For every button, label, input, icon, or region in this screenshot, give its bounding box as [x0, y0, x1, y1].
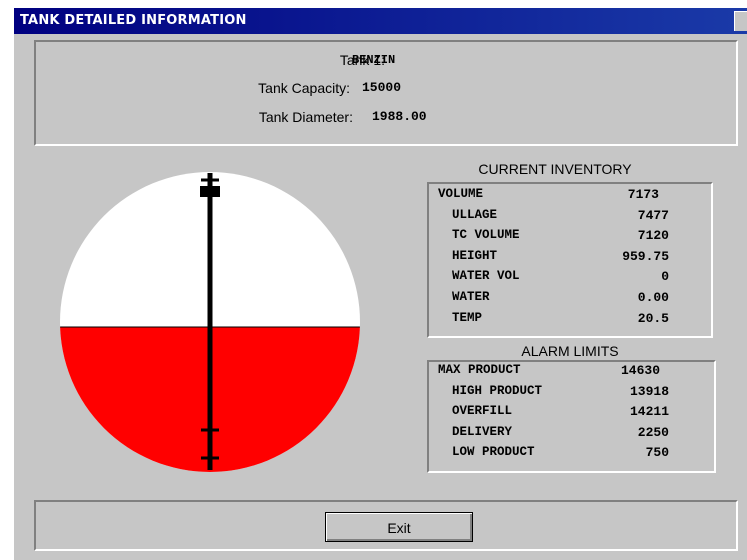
- capacity-value: 15000: [362, 80, 401, 95]
- window-title: TANK DETAILED INFORMATION: [20, 13, 247, 28]
- row-value: 7173: [559, 187, 659, 202]
- tank-graphic: [50, 160, 380, 490]
- product-level: [50, 327, 380, 490]
- inventory-title: CURRENT INVENTORY: [425, 161, 685, 177]
- capacity-label: Tank Capacity:: [130, 80, 350, 96]
- diameter-value: 1988.00: [372, 109, 427, 124]
- row-value: 750: [569, 445, 669, 460]
- row-label: HIGH PRODUCT: [452, 384, 542, 398]
- row-label: TC VOLUME: [452, 228, 520, 242]
- row-value: 7477: [569, 208, 669, 223]
- probe-head: [200, 186, 220, 197]
- row-value: 20.5: [569, 311, 669, 326]
- row-value: 14211: [569, 404, 669, 419]
- row-value: 959.75: [569, 249, 669, 264]
- row-label: OVERFILL: [452, 404, 512, 418]
- row-label: WATER: [452, 290, 490, 304]
- row-label: LOW PRODUCT: [452, 445, 535, 459]
- tank-name: BENZIN: [352, 53, 395, 67]
- row-value: 14630: [560, 363, 660, 378]
- row-value: 2250: [569, 425, 669, 440]
- row-label: TEMP: [452, 311, 482, 325]
- row-value: 0.00: [569, 290, 669, 305]
- diameter-label: Tank Diameter:: [133, 109, 353, 125]
- row-label: WATER VOL: [452, 269, 520, 283]
- exit-button[interactable]: Exit: [325, 512, 473, 542]
- row-value: 7120: [569, 228, 669, 243]
- alarm-title: ALARM LIMITS: [440, 343, 700, 359]
- row-label: DELIVERY: [452, 425, 512, 439]
- close-button[interactable]: [734, 11, 747, 31]
- page: {"window": {"title": "TANK DETAILED INFO…: [0, 0, 747, 560]
- row-label: ULLAGE: [452, 208, 497, 222]
- row-value: 13918: [569, 384, 669, 399]
- row-label: VOLUME: [438, 187, 483, 201]
- row-value: 0: [569, 269, 669, 284]
- row-label: MAX PRODUCT: [438, 363, 521, 377]
- row-label: HEIGHT: [452, 249, 497, 263]
